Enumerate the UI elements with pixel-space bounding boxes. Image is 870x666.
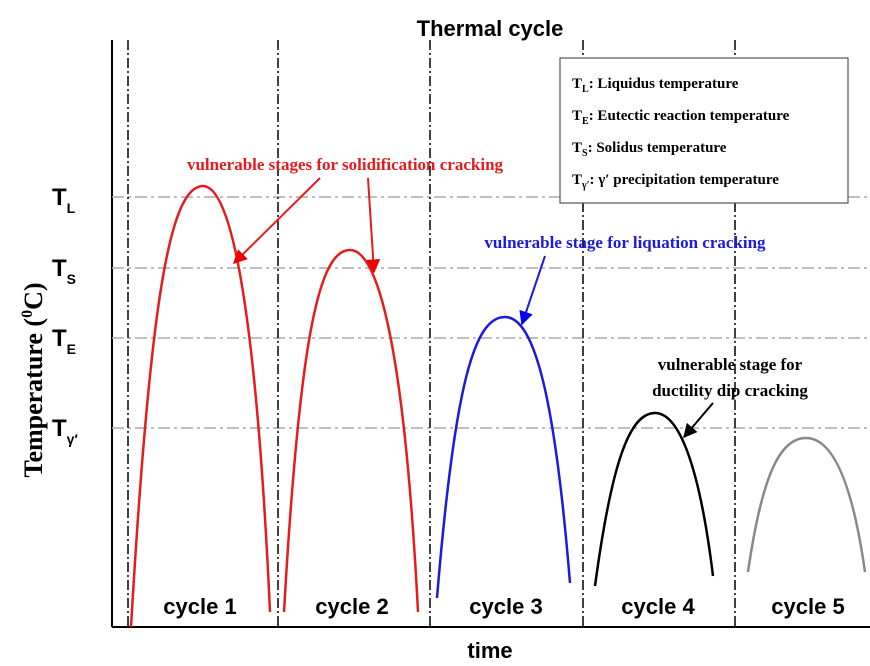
level-symbol: T <box>52 184 67 211</box>
legend-box <box>559 57 849 204</box>
annotation-ductility: ductility dip cracking <box>652 381 808 400</box>
cycle-5-curve <box>746 436 867 573</box>
arrow <box>519 255 546 326</box>
level-symbol: T <box>52 255 67 282</box>
level-sub: S <box>67 271 76 287</box>
cycle-4-curve <box>593 411 715 587</box>
arrow <box>233 177 321 264</box>
annotation-solidification: vulnerable stages for solidification cra… <box>187 155 504 174</box>
level-symbol: T <box>52 325 67 352</box>
cycle-2-curve <box>282 248 420 613</box>
legend-text: : Eutectic reaction temperature <box>589 108 790 124</box>
level-label: TS <box>52 255 76 287</box>
level-label: TE <box>52 325 76 357</box>
arrow <box>366 177 381 274</box>
level-label: TL <box>52 184 76 216</box>
legend-entry: TL: Liquidus temperature <box>572 76 739 95</box>
cycle-label: cycle 3 <box>469 594 542 619</box>
title: Thermal cycle <box>417 16 564 41</box>
legend-entry: TS: Solidus temperature <box>572 140 727 159</box>
legend-sub: E <box>582 116 589 127</box>
cycle-1-curve <box>129 184 272 628</box>
y-axis-label-main: Temperature ( <box>19 318 48 478</box>
cycle-label: cycle 5 <box>771 594 844 619</box>
annotation-liquation: vulnerable stage for liquation cracking <box>484 233 766 252</box>
legend-symbol: T <box>572 108 582 124</box>
legend-sub: S <box>582 148 588 159</box>
annotation-ductility: vulnerable stage for <box>658 355 803 374</box>
legend-symbol: T <box>572 140 582 156</box>
legend-symbol: T <box>572 172 582 188</box>
legend-text: : Liquidus temperature <box>589 76 739 92</box>
y-axis-label: Temperature (0C) <box>19 282 48 477</box>
level-symbol: T <box>52 415 67 442</box>
level-sub: L <box>67 200 76 216</box>
level-label: Tγ′ <box>52 415 78 447</box>
legend-entry: TE: Eutectic reaction temperature <box>572 108 790 127</box>
cycle-label: cycle 2 <box>315 594 388 619</box>
y-axis-label-sup: 0 <box>19 310 36 318</box>
legend-symbol: T <box>572 76 582 92</box>
cycle-label: cycle 4 <box>621 594 695 619</box>
x-axis-label: time <box>467 638 512 663</box>
legend-text: : Solidus temperature <box>588 140 727 156</box>
legend-sub: L <box>582 84 589 95</box>
legend-sub: γ′ <box>581 180 590 191</box>
level-sub: E <box>67 341 76 357</box>
cycle-label: cycle 1 <box>163 594 236 619</box>
legend-text: : γ′ precipitation temperature <box>590 172 780 188</box>
y-axis-label-end: C) <box>19 282 48 309</box>
cycle-3-curve <box>435 315 572 599</box>
legend-entry: Tγ′: γ′ precipitation temperature <box>572 172 779 191</box>
level-sub: γ′ <box>67 431 79 447</box>
arrow <box>683 402 714 439</box>
